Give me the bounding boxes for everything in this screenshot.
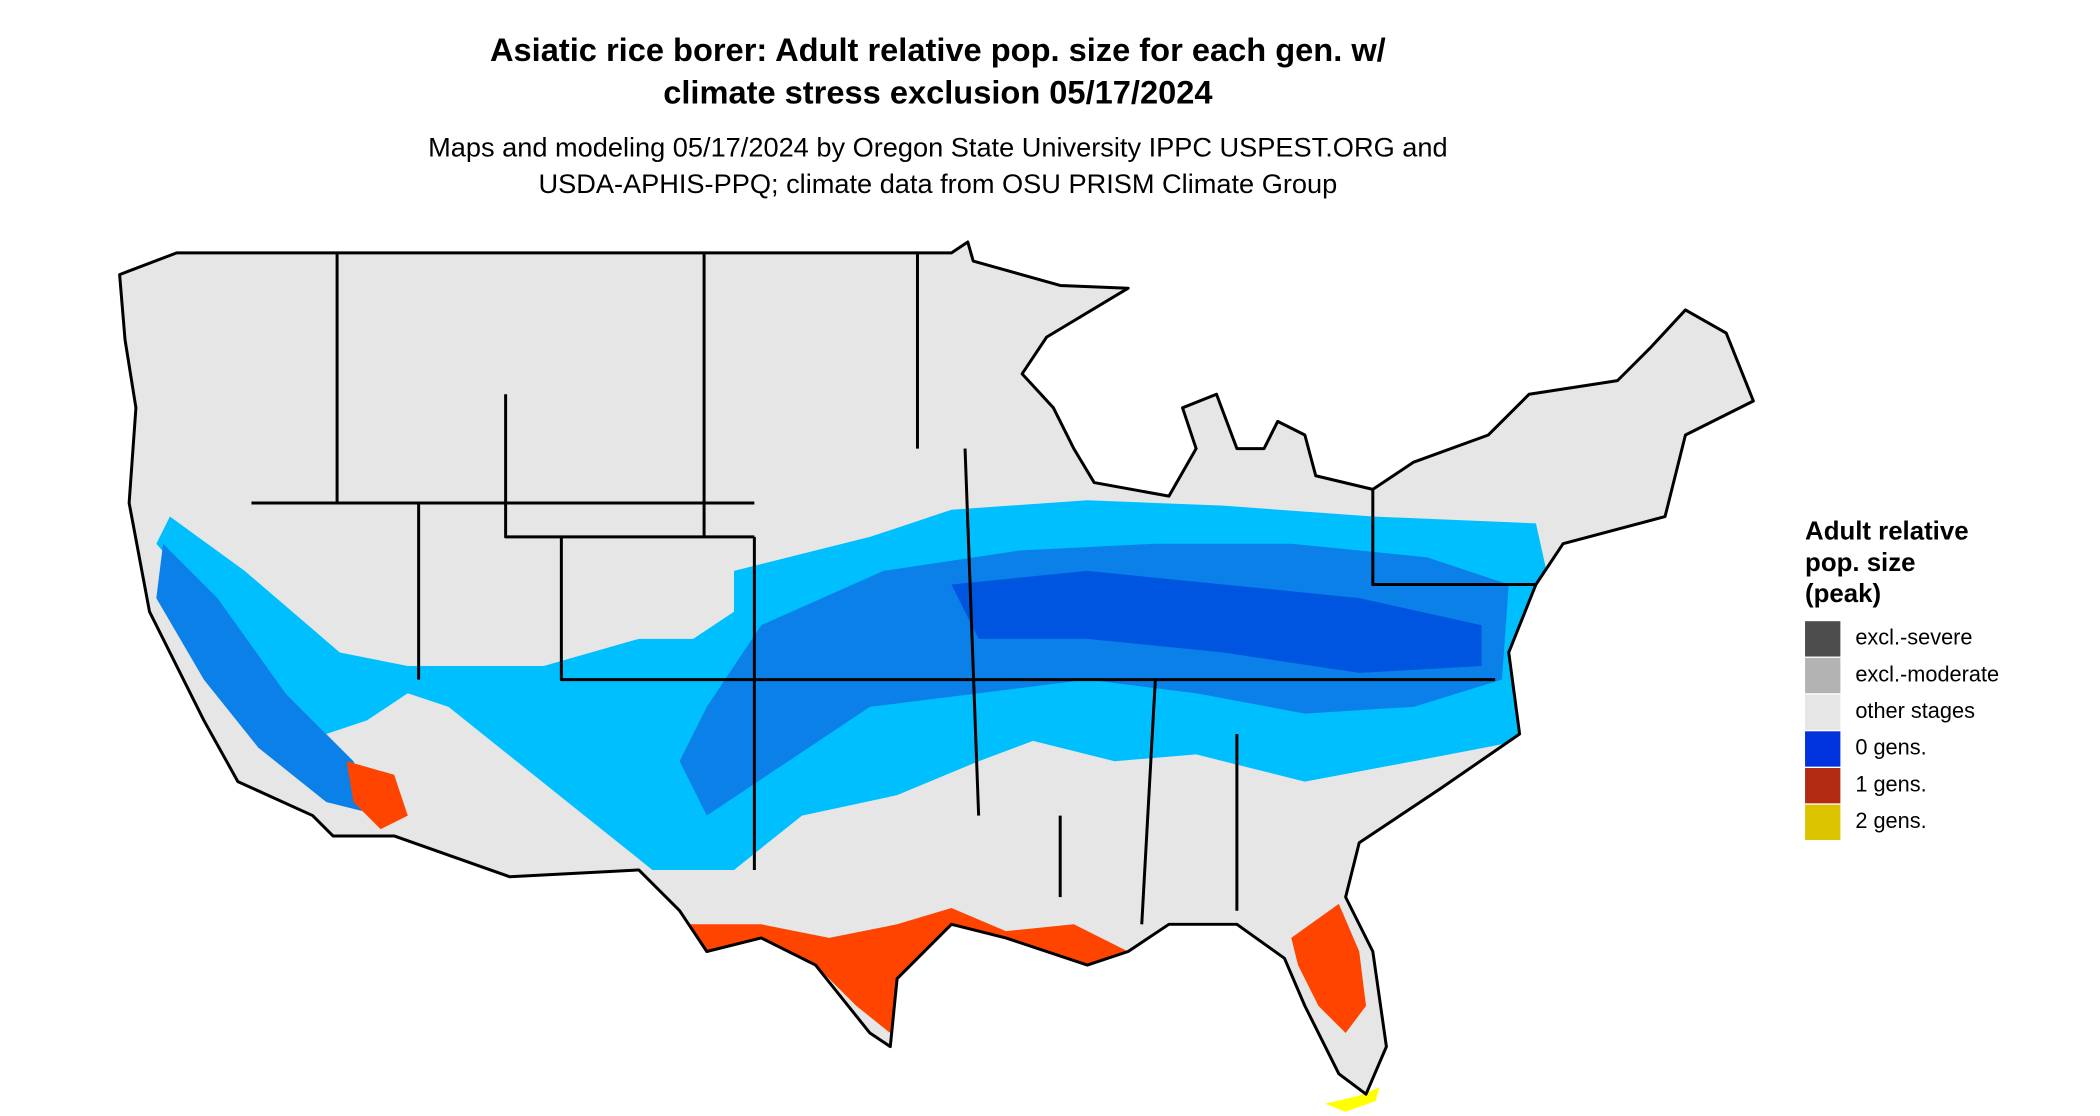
legend-label: 2 gens.	[1855, 808, 1926, 833]
legend-label: 0 gens.	[1855, 735, 1926, 760]
legend-swatch	[1805, 657, 1841, 694]
legend-swatch	[1805, 804, 1841, 841]
title-line: climate stress exclusion 05/17/2024	[663, 73, 1212, 110]
region-mid-west	[156, 543, 381, 816]
legend-label: excl.-moderate	[1855, 661, 1999, 686]
region-keys	[1325, 1087, 1380, 1112]
legend-label: excl.-severe	[1855, 625, 1972, 650]
map-area	[119, 241, 1754, 1095]
legend-label: 1 gens.	[1855, 771, 1926, 796]
legend-title: (peak)	[1805, 580, 1881, 608]
region-florida	[1291, 903, 1367, 1034]
title-line: Asiatic rice borer: Adult relative pop. …	[490, 31, 1386, 68]
legend-swatch	[1805, 731, 1841, 767]
legend: Adult relative pop. size (peak) excl.-sever…	[1805, 518, 1999, 841]
subtitle-line: USDA-APHIS-PPQ; climate data from OSU PR…	[538, 168, 1337, 199]
legend-swatch	[1805, 694, 1841, 730]
region-dark	[951, 570, 1482, 673]
legend-title: pop. size	[1805, 549, 1915, 577]
legend-title: Adult relative	[1805, 518, 1969, 546]
legend-swatch	[1805, 621, 1841, 657]
state-borders	[251, 252, 1536, 925]
legend-swatch	[1805, 768, 1841, 804]
region-desert	[346, 761, 408, 830]
legend-label: other stages	[1855, 698, 1975, 723]
subtitle-line: Maps and modeling 05/17/2024 by Oregon S…	[428, 131, 1447, 162]
